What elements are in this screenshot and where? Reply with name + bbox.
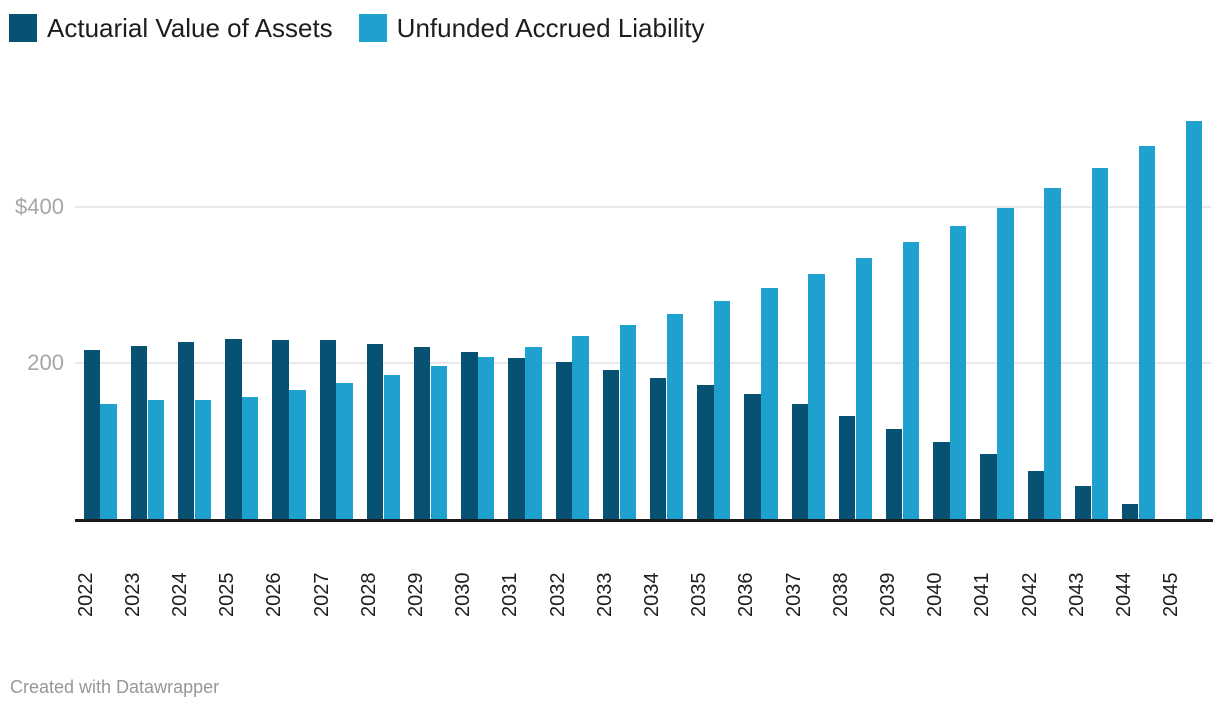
x-axis-label-2045: 2045 xyxy=(1160,572,1183,618)
bar-unfunded-accrued-liability-2023 xyxy=(147,399,164,519)
x-axis-label-2034: 2034 xyxy=(640,572,663,618)
legend-swatch-unfunded-liability xyxy=(358,14,387,42)
bar-actuarial-value-of-assets-2025 xyxy=(225,338,242,519)
bar-actuarial-value-of-assets-2036 xyxy=(744,394,761,519)
attribution: Created with Datawrapper xyxy=(10,677,220,697)
bar-unfunded-accrued-liability-2030 xyxy=(477,356,495,519)
bar-unfunded-accrued-liability-2042 xyxy=(1044,187,1061,519)
legend-label-unfunded-liability: Unfunded Accrued Liability xyxy=(396,13,705,43)
bar-actuarial-value-of-assets-2026 xyxy=(272,339,289,519)
bar-actuarial-value-of-assets-2029 xyxy=(413,347,431,519)
x-axis-label-2024: 2024 xyxy=(168,572,191,618)
bar-unfunded-accrued-liability-2034 xyxy=(666,313,684,519)
bar-actuarial-value-of-assets-2024 xyxy=(177,341,195,519)
x-axis-label-2030: 2030 xyxy=(452,572,475,618)
legend-item-unfunded-liability: Unfunded Accrued Liability xyxy=(358,13,705,43)
bar-unfunded-accrued-liability-2043 xyxy=(1091,168,1108,519)
bar-actuarial-value-of-assets-2040 xyxy=(933,441,950,519)
bar-actuarial-value-of-assets-2028 xyxy=(366,343,384,519)
bar-actuarial-value-of-assets-2023 xyxy=(130,345,148,519)
x-axis-label-2042: 2042 xyxy=(1018,572,1041,618)
x-axis-label-2033: 2033 xyxy=(593,572,616,618)
legend: Actuarial Value of Assets Unfunded Accru… xyxy=(9,14,705,42)
x-axis-label-2029: 2029 xyxy=(404,572,427,618)
bar-unfunded-accrued-liability-2024 xyxy=(194,399,212,519)
bar-unfunded-accrued-liability-2028 xyxy=(383,374,400,519)
bar-actuarial-value-of-assets-2033 xyxy=(602,370,620,519)
bar-actuarial-value-of-assets-2027 xyxy=(319,340,336,519)
bar-unfunded-accrued-liability-2036 xyxy=(761,288,778,519)
bar-actuarial-value-of-assets-2035 xyxy=(697,384,714,519)
bar-actuarial-value-of-assets-2034 xyxy=(649,377,667,519)
bar-unfunded-accrued-liability-2032 xyxy=(572,336,589,519)
bar-unfunded-accrued-liability-2040 xyxy=(949,225,967,519)
bar-unfunded-accrued-liability-2027 xyxy=(336,382,353,519)
bar-unfunded-accrued-liability-2022 xyxy=(100,404,117,519)
bar-unfunded-accrued-liability-2031 xyxy=(525,346,542,519)
x-axis-label-2032: 2032 xyxy=(546,572,569,618)
x-axis-label-2043: 2043 xyxy=(1065,572,1088,618)
bar-unfunded-accrued-liability-2029 xyxy=(430,366,448,519)
x-axis-label-2036: 2036 xyxy=(735,572,758,618)
bar-unfunded-accrued-liability-2033 xyxy=(619,324,636,519)
legend-label-actuarial-value: Actuarial Value of Assets xyxy=(47,13,333,43)
x-axis-label-2041: 2041 xyxy=(971,572,994,618)
x-axis-label-2028: 2028 xyxy=(357,572,380,618)
x-axis-label-2031: 2031 xyxy=(499,572,522,618)
y-axis-tick-label: 200 xyxy=(27,350,64,375)
bar-actuarial-value-of-assets-2044 xyxy=(1121,504,1139,519)
x-axis-label-2026: 2026 xyxy=(263,572,286,618)
x-axis-label-2038: 2038 xyxy=(829,572,852,618)
bar-actuarial-value-of-assets-2030 xyxy=(461,352,478,519)
bar-actuarial-value-of-assets-2039 xyxy=(885,428,903,519)
bar-actuarial-value-of-assets-2031 xyxy=(508,357,525,519)
bar-actuarial-value-of-assets-2022 xyxy=(83,349,100,519)
x-axis-label-2027: 2027 xyxy=(310,572,333,618)
bar-actuarial-value-of-assets-2038 xyxy=(838,416,856,519)
bar-unfunded-accrued-liability-2037 xyxy=(808,274,825,519)
legend-item-actuarial-value: Actuarial Value of Assets xyxy=(9,14,333,42)
bar-actuarial-value-of-assets-2037 xyxy=(791,404,808,519)
bar-unfunded-accrued-liability-2025 xyxy=(241,396,259,519)
bar-actuarial-value-of-assets-2043 xyxy=(1074,486,1092,519)
bar-unfunded-accrued-liability-2026 xyxy=(289,390,306,519)
legend-swatch-actuarial-value xyxy=(9,14,37,42)
x-axis-label-2025: 2025 xyxy=(216,572,239,618)
x-axis-label-2040: 2040 xyxy=(924,572,947,618)
y-axis-tick-label: $400 xyxy=(15,194,64,219)
x-axis-label-2035: 2035 xyxy=(688,572,711,618)
x-axis-label-2037: 2037 xyxy=(782,572,805,618)
gridline-400 xyxy=(75,206,1211,208)
bar-actuarial-value-of-assets-2041 xyxy=(980,454,997,519)
x-axis-label-2023: 2023 xyxy=(121,572,144,618)
bar-unfunded-accrued-liability-2038 xyxy=(855,258,872,519)
x-axis-line xyxy=(75,519,1213,522)
bar-actuarial-value-of-assets-2032 xyxy=(555,362,572,519)
bar-unfunded-accrued-liability-2041 xyxy=(997,207,1014,519)
x-axis-label-2044: 2044 xyxy=(1112,572,1135,618)
bar-unfunded-accrued-liability-2045 xyxy=(1185,121,1203,519)
bar-unfunded-accrued-liability-2035 xyxy=(713,301,731,519)
x-axis-label-2022: 2022 xyxy=(74,572,97,618)
bar-actuarial-value-of-assets-2042 xyxy=(1027,470,1044,519)
bar-unfunded-accrued-liability-2039 xyxy=(902,242,920,519)
bar-unfunded-accrued-liability-2044 xyxy=(1138,146,1156,519)
x-axis-label-2039: 2039 xyxy=(876,572,899,618)
gridline-200 xyxy=(75,362,1211,364)
